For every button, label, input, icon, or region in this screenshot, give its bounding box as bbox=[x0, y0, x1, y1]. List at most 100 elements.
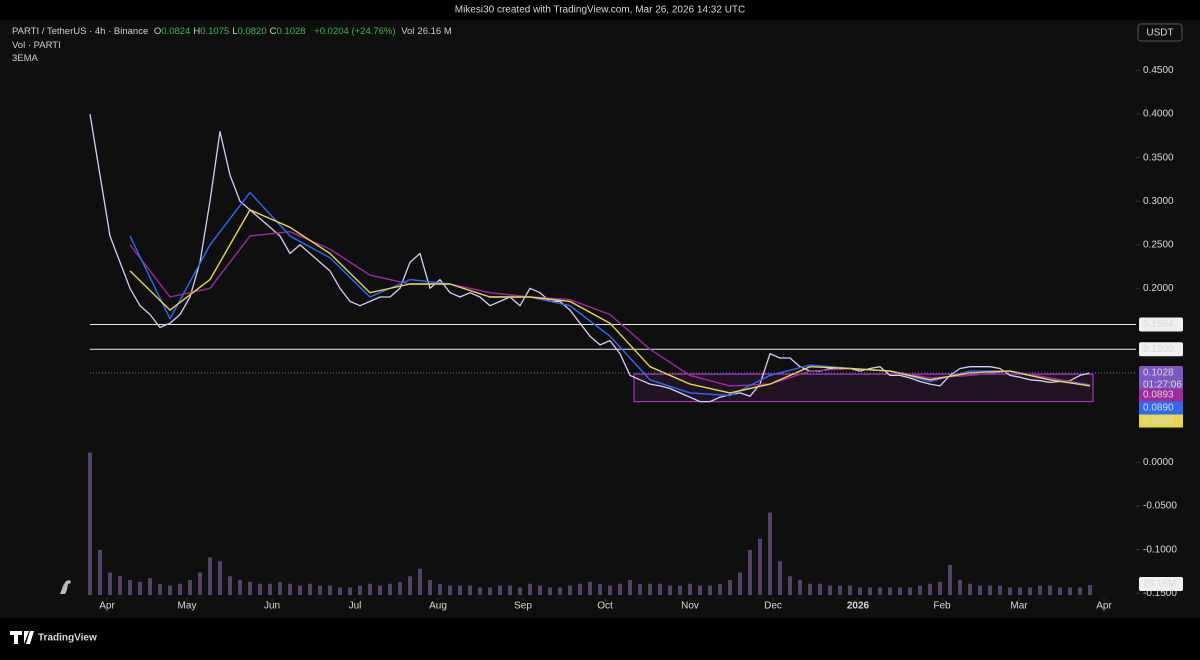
volume-bar bbox=[368, 583, 372, 595]
volume-bar bbox=[748, 550, 752, 595]
volume-bar bbox=[408, 576, 412, 595]
volume-bar bbox=[858, 587, 862, 595]
volume-bar bbox=[938, 581, 942, 595]
x-tick-label: 2026 bbox=[847, 601, 870, 612]
volume-bar bbox=[1038, 585, 1042, 595]
footer-logo bbox=[10, 631, 34, 644]
volume-bar bbox=[778, 561, 782, 595]
volume-bar bbox=[458, 585, 462, 595]
volume-bar bbox=[988, 585, 992, 595]
range-box bbox=[633, 373, 1094, 403]
volume-bar bbox=[598, 583, 602, 595]
change: +0.0204 (+24.76%) bbox=[314, 26, 396, 37]
x-tick-label: Mar bbox=[1010, 601, 1028, 612]
symbol[interactable]: PARTI / TetherUS · 4h · Binance bbox=[12, 26, 149, 37]
volume-bar bbox=[588, 581, 592, 595]
volume-bar bbox=[558, 587, 562, 595]
ema-label: 0.0890 bbox=[1143, 403, 1174, 414]
volume-bar bbox=[238, 580, 242, 595]
volume-bar bbox=[88, 452, 92, 595]
price-line bbox=[89, 113, 1091, 403]
volume-bar bbox=[108, 572, 112, 595]
volume-bar bbox=[898, 587, 902, 595]
ema-line bbox=[129, 231, 1091, 387]
level-label: 0.1300 bbox=[1143, 344, 1174, 355]
volume-bar bbox=[578, 583, 582, 595]
logo-icon bbox=[60, 580, 71, 594]
volume-bar bbox=[188, 580, 192, 595]
volume-bar bbox=[288, 583, 292, 595]
volume-bar bbox=[878, 587, 882, 595]
volume-bar bbox=[218, 561, 222, 595]
y-tick-label: 0.4000 bbox=[1143, 109, 1174, 120]
volume-bar bbox=[1068, 587, 1072, 595]
volume-bar bbox=[298, 585, 302, 595]
ema-label-bg bbox=[1139, 401, 1183, 415]
x-tick-label: Jul bbox=[349, 601, 362, 612]
level-label-bg bbox=[1139, 342, 1183, 357]
volume-bar bbox=[718, 583, 722, 595]
volume-bar bbox=[1008, 587, 1012, 595]
y-tick-label: 0.3000 bbox=[1143, 196, 1174, 207]
volume-bar bbox=[258, 583, 262, 595]
volume-bar bbox=[948, 565, 952, 595]
volume-bar bbox=[248, 581, 252, 595]
volume-bar bbox=[698, 585, 702, 595]
x-tick-label: Dec bbox=[764, 601, 782, 612]
author-line: Mikesi30 created with TradingView.com, M… bbox=[455, 5, 746, 16]
countdown: 01:27:06 bbox=[1143, 380, 1182, 391]
volume-bar bbox=[538, 585, 542, 595]
indicator[interactable]: 3EMA bbox=[12, 53, 38, 64]
volume-bar bbox=[658, 583, 662, 595]
volume-bar bbox=[348, 587, 352, 595]
volume-bar bbox=[98, 550, 102, 595]
volume-bar bbox=[918, 585, 922, 595]
volume-bar bbox=[638, 583, 642, 595]
volume-bar bbox=[148, 578, 152, 595]
volume-bar bbox=[868, 587, 872, 595]
y-tick-label: 0.3500 bbox=[1143, 152, 1174, 163]
volume-bar bbox=[908, 587, 912, 595]
volume-bar bbox=[158, 583, 162, 595]
volume-bar bbox=[1028, 587, 1032, 595]
x-tick-label: Apr bbox=[99, 601, 115, 612]
volume-bar bbox=[178, 583, 182, 595]
ohlc-value: 0.0820 bbox=[237, 26, 267, 37]
ohlc-value: 0.0824 bbox=[161, 26, 191, 37]
volume-bar bbox=[268, 583, 272, 595]
volume-bar bbox=[338, 587, 342, 595]
volume-bar bbox=[448, 585, 452, 595]
volume-bar bbox=[428, 580, 432, 595]
y-tick-label: 0.2000 bbox=[1143, 283, 1174, 294]
ohlc-value: 0.1075 bbox=[200, 26, 230, 37]
indicator[interactable]: Vol · PARTI bbox=[12, 40, 61, 51]
volume-bar bbox=[628, 580, 632, 595]
volume-bar bbox=[728, 580, 732, 595]
volume-bar bbox=[548, 587, 552, 595]
volume-bar bbox=[418, 568, 422, 595]
x-tick-label: Apr bbox=[1096, 601, 1112, 612]
volume-bar bbox=[568, 585, 572, 595]
volume-bar bbox=[758, 538, 762, 595]
x-tick-label: Aug bbox=[429, 601, 447, 612]
chart-bg bbox=[0, 20, 1200, 618]
ohlc-value: 0.1028 bbox=[276, 26, 306, 37]
volume-bar bbox=[1058, 587, 1062, 595]
volume-bar bbox=[798, 580, 802, 595]
volume-bar bbox=[998, 585, 1002, 595]
volume-bar bbox=[398, 581, 402, 595]
x-tick-label: Sep bbox=[514, 601, 532, 612]
volume-bar bbox=[788, 576, 792, 595]
last-price-label: 0.1028 bbox=[1143, 368, 1174, 379]
currency[interactable]: USDT bbox=[1146, 28, 1173, 39]
y-tick-label: 0.4500 bbox=[1143, 65, 1174, 76]
ema-label-bg bbox=[1139, 388, 1183, 402]
volume-bar bbox=[848, 585, 852, 595]
volume-bar bbox=[498, 585, 502, 595]
ohlc-key: O bbox=[153, 26, 162, 37]
volume-bar bbox=[438, 583, 442, 595]
ema-label: 0.0880 bbox=[1143, 416, 1174, 427]
volume-bar bbox=[928, 583, 932, 595]
footer-brand: TradingView bbox=[38, 633, 97, 644]
currency-box[interactable] bbox=[1137, 23, 1183, 42]
